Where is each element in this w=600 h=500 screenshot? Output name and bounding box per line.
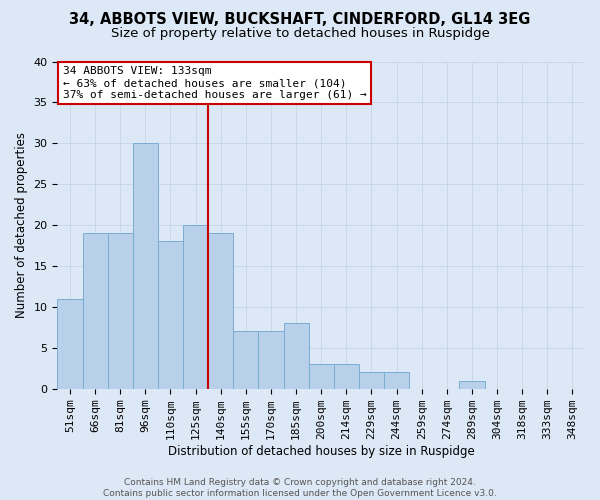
Bar (460, 380, 485, 388)
Bar (284, 324, 308, 388)
Bar (208, 234, 233, 388)
Bar (384, 372, 409, 388)
Bar (334, 364, 359, 388)
Bar (107, 234, 133, 388)
Text: 34 ABBOTS VIEW: 133sqm
← 63% of detached houses are smaller (104)
37% of semi-de: 34 ABBOTS VIEW: 133sqm ← 63% of detached… (62, 66, 367, 100)
Bar (233, 332, 259, 388)
Text: Contains HM Land Registry data © Crown copyright and database right 2024.
Contai: Contains HM Land Registry data © Crown c… (103, 478, 497, 498)
Bar (308, 364, 334, 388)
Bar (158, 242, 183, 388)
Bar (359, 372, 384, 388)
Bar (183, 225, 208, 388)
Bar (133, 144, 158, 388)
Bar (259, 332, 284, 388)
Text: Size of property relative to detached houses in Ruspidge: Size of property relative to detached ho… (110, 28, 490, 40)
X-axis label: Distribution of detached houses by size in Ruspidge: Distribution of detached houses by size … (168, 444, 475, 458)
Text: 34, ABBOTS VIEW, BUCKSHAFT, CINDERFORD, GL14 3EG: 34, ABBOTS VIEW, BUCKSHAFT, CINDERFORD, … (70, 12, 530, 28)
Bar (83, 234, 107, 388)
Bar (58, 298, 83, 388)
Y-axis label: Number of detached properties: Number of detached properties (15, 132, 28, 318)
